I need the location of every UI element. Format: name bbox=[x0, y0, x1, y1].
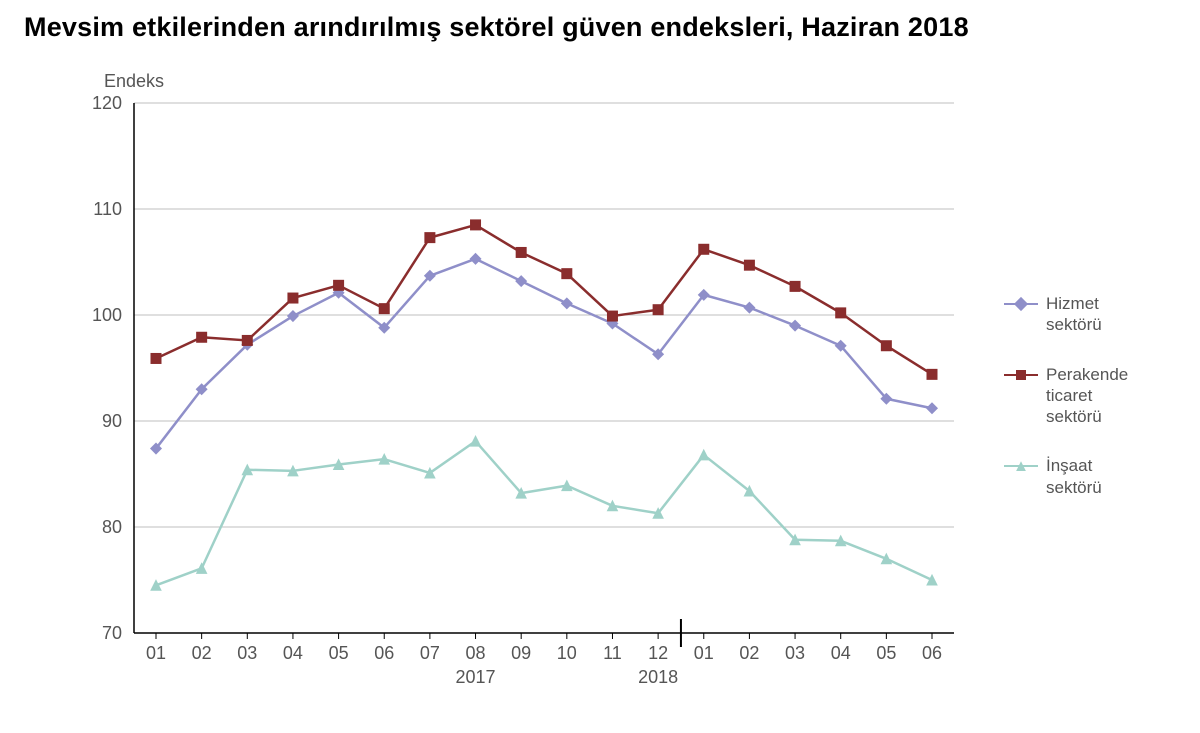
legend-text: sektörü bbox=[1046, 478, 1102, 497]
svg-text:03: 03 bbox=[785, 643, 805, 663]
legend-text: sektörü bbox=[1046, 315, 1102, 334]
legend-item-perakende: Perakende ticaret sektörü bbox=[1004, 364, 1174, 428]
svg-text:90: 90 bbox=[102, 411, 122, 431]
svg-text:100: 100 bbox=[92, 305, 122, 325]
svg-text:02: 02 bbox=[739, 643, 759, 663]
legend-text: ticaret bbox=[1046, 386, 1092, 405]
svg-text:08: 08 bbox=[466, 643, 486, 663]
svg-text:06: 06 bbox=[922, 643, 942, 663]
chart-page: Mevsim etkilerinden arındırılmış sektöre… bbox=[0, 0, 1200, 733]
legend-swatch bbox=[1004, 459, 1038, 473]
legend-item-insaat: İnşaat sektörü bbox=[1004, 455, 1174, 498]
svg-text:05: 05 bbox=[876, 643, 896, 663]
svg-text:12: 12 bbox=[648, 643, 668, 663]
svg-text:01: 01 bbox=[146, 643, 166, 663]
svg-text:11: 11 bbox=[603, 643, 622, 663]
svg-text:Endeks: Endeks bbox=[104, 71, 164, 91]
svg-text:2017: 2017 bbox=[456, 667, 496, 687]
legend-marker-icon bbox=[1014, 297, 1028, 311]
legend-marker-icon bbox=[1016, 370, 1026, 380]
svg-text:01: 01 bbox=[694, 643, 714, 663]
legend-text: Hizmet bbox=[1046, 294, 1099, 313]
svg-text:80: 80 bbox=[102, 517, 122, 537]
svg-text:09: 09 bbox=[511, 643, 531, 663]
svg-text:10: 10 bbox=[557, 643, 577, 663]
svg-text:70: 70 bbox=[102, 623, 122, 643]
legend-label: İnşaat sektörü bbox=[1046, 455, 1174, 498]
svg-text:04: 04 bbox=[283, 643, 303, 663]
svg-text:120: 120 bbox=[92, 93, 122, 113]
svg-text:110: 110 bbox=[93, 199, 122, 219]
chart-container: 70 80 90 100 110 120 01 02 03 04 05 06 07 08 09 10 11 12 0… bbox=[24, 53, 1176, 693]
legend-text: Perakende bbox=[1046, 365, 1128, 384]
svg-text:04: 04 bbox=[831, 643, 851, 663]
svg-text:06: 06 bbox=[374, 643, 394, 663]
legend-label: Hizmet sektörü bbox=[1046, 293, 1174, 336]
svg-text:02: 02 bbox=[192, 643, 212, 663]
legend-item-hizmet: Hizmet sektörü bbox=[1004, 293, 1174, 336]
legend-text: İnşaat bbox=[1046, 456, 1092, 475]
svg-text:2018: 2018 bbox=[638, 667, 678, 687]
page-title: Mevsim etkilerinden arındırılmış sektöre… bbox=[24, 12, 1176, 43]
svg-text:05: 05 bbox=[329, 643, 349, 663]
legend: Hizmet sektörü Perakende ticaret sektörü bbox=[1004, 293, 1174, 526]
legend-swatch bbox=[1004, 368, 1038, 382]
legend-label: Perakende ticaret sektörü bbox=[1046, 364, 1174, 428]
svg-text:03: 03 bbox=[237, 643, 257, 663]
legend-text: sektörü bbox=[1046, 407, 1102, 426]
legend-swatch bbox=[1004, 297, 1038, 311]
svg-text:07: 07 bbox=[420, 643, 440, 663]
